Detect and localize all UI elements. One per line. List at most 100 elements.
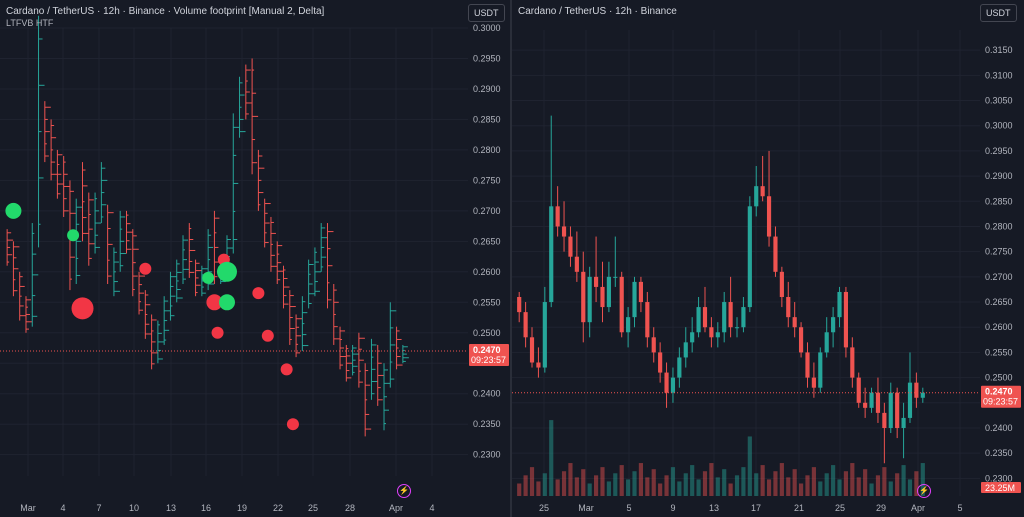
- candle-body: [683, 342, 688, 358]
- volume-bar: [690, 465, 695, 496]
- candle-body: [741, 307, 746, 328]
- candle-body: [561, 226, 567, 237]
- candle-body: [811, 377, 816, 388]
- candle-body: [920, 392, 925, 398]
- volume-bar: [645, 477, 650, 496]
- x-tick-label: 25: [539, 503, 549, 513]
- y-tick-label: 0.3100: [985, 70, 1013, 80]
- x-tick-label: Apr: [389, 503, 403, 513]
- candle-body: [517, 297, 522, 313]
- lightning-icon[interactable]: ⚡: [397, 484, 411, 498]
- delta-bubble: [261, 329, 274, 342]
- y-tick-label: 0.2300: [985, 473, 1013, 483]
- y-tick-label: 0.2750: [985, 247, 1013, 257]
- delta-bubble: [211, 326, 224, 339]
- y-tick-label: 0.2350: [473, 419, 501, 429]
- candle-body: [670, 377, 676, 393]
- volume-tag: [981, 482, 1021, 493]
- candle-body: [632, 281, 637, 318]
- y-tick-label: 0.2500: [985, 373, 1013, 383]
- lightning-icon[interactable]: ⚡: [917, 484, 931, 498]
- x-tick-label: 21: [794, 503, 804, 513]
- volume-bar: [606, 481, 611, 496]
- candle-body: [574, 256, 579, 272]
- candle-body: [568, 236, 573, 257]
- left-currency-button[interactable]: USDT: [468, 4, 505, 22]
- x-tick-label: 9: [670, 503, 675, 513]
- volume-bar: [677, 481, 682, 496]
- volume-bar: [613, 473, 618, 496]
- volume-bar: [805, 475, 810, 496]
- volume-bar: [658, 483, 663, 496]
- candle-body: [549, 206, 554, 303]
- volume-bar: [741, 467, 746, 496]
- volume-bar: [664, 475, 669, 496]
- candle-body: [555, 206, 560, 227]
- volume-bar: [523, 475, 528, 496]
- volume-bar: [786, 477, 791, 496]
- volume-bar: [901, 465, 906, 496]
- delta-bubble: [202, 271, 215, 284]
- volume-bar: [920, 463, 925, 496]
- candle-body: [722, 302, 727, 333]
- volume-bar: [863, 469, 868, 496]
- volume-bar: [760, 465, 765, 496]
- x-tick-label: 16: [201, 503, 211, 513]
- volume-bar: [529, 467, 535, 496]
- candle-body: [690, 332, 695, 343]
- x-tick-label: 13: [166, 503, 176, 513]
- x-tick-label: 25: [308, 503, 318, 513]
- volume-bar: [709, 463, 714, 496]
- left-chart-canvas[interactable]: 0.3000 0.2950 0.2900 0.2850 0.2800 0.2750 0.27…: [0, 0, 510, 517]
- volume-bar: [517, 483, 522, 496]
- y-tick-label: 0.2550: [473, 297, 501, 307]
- countdown-timer: 09:23:57: [471, 355, 506, 365]
- y-tick-label: 0.2300: [473, 450, 501, 460]
- y-tick-label: 0.2900: [985, 171, 1013, 181]
- y-tick-label: 0.2900: [473, 84, 501, 94]
- candle-body: [606, 276, 611, 308]
- volume-bar: [779, 463, 784, 496]
- candle-body: [613, 276, 618, 278]
- pane-divider[interactable]: [510, 0, 512, 517]
- candle-body: [779, 271, 784, 298]
- volume-bar: [831, 465, 836, 496]
- volume-bar: [574, 477, 579, 496]
- left-chart-pane[interactable]: 0.3000 0.2950 0.2900 0.2850 0.2800 0.2750 0.27…: [0, 0, 510, 517]
- volume-bar: [869, 483, 874, 496]
- delta-bubble: [218, 294, 235, 311]
- volume-bar: [888, 481, 893, 496]
- candle-body: [664, 372, 669, 393]
- y-tick-label: 0.2950: [473, 53, 501, 63]
- volume-bar: [696, 479, 701, 496]
- candle-body: [600, 286, 605, 308]
- candle-body: [805, 352, 810, 378]
- candle-body: [754, 186, 759, 207]
- candle-body: [907, 382, 913, 418]
- candle-body: [747, 206, 752, 308]
- volume-bar: [722, 469, 727, 496]
- candle-body: [542, 302, 547, 368]
- right-chart-pane[interactable]: 0.3150 0.3100 0.3050 0.3000 0.2950 0.2900 0.28…: [512, 0, 1024, 517]
- candle-body: [677, 357, 682, 378]
- candle-body: [581, 271, 586, 323]
- y-tick-label: 0.2600: [473, 267, 501, 277]
- volume-bar: [754, 473, 759, 496]
- candle-body: [529, 337, 535, 363]
- volume-bar: [715, 477, 720, 496]
- volume-bar: [882, 467, 887, 496]
- volume-bar: [683, 473, 688, 496]
- right-currency-button[interactable]: USDT: [980, 4, 1017, 22]
- current-price-tag: [469, 344, 509, 367]
- right-chart-canvas[interactable]: 0.3150 0.3100 0.3050 0.3000 0.2950 0.2900 0.28…: [512, 0, 1024, 517]
- delta-bubble: [216, 261, 237, 282]
- candle-body: [895, 392, 900, 428]
- y-tick-label: 0.2500: [473, 328, 501, 338]
- candle-body: [773, 236, 778, 272]
- volume-bar: [593, 475, 599, 496]
- candle-body: [901, 417, 906, 428]
- delta-bubble: [206, 294, 223, 311]
- delta-bubble: [5, 202, 22, 219]
- volume-bar: [638, 463, 644, 496]
- y-tick-label: 0.2800: [985, 221, 1013, 231]
